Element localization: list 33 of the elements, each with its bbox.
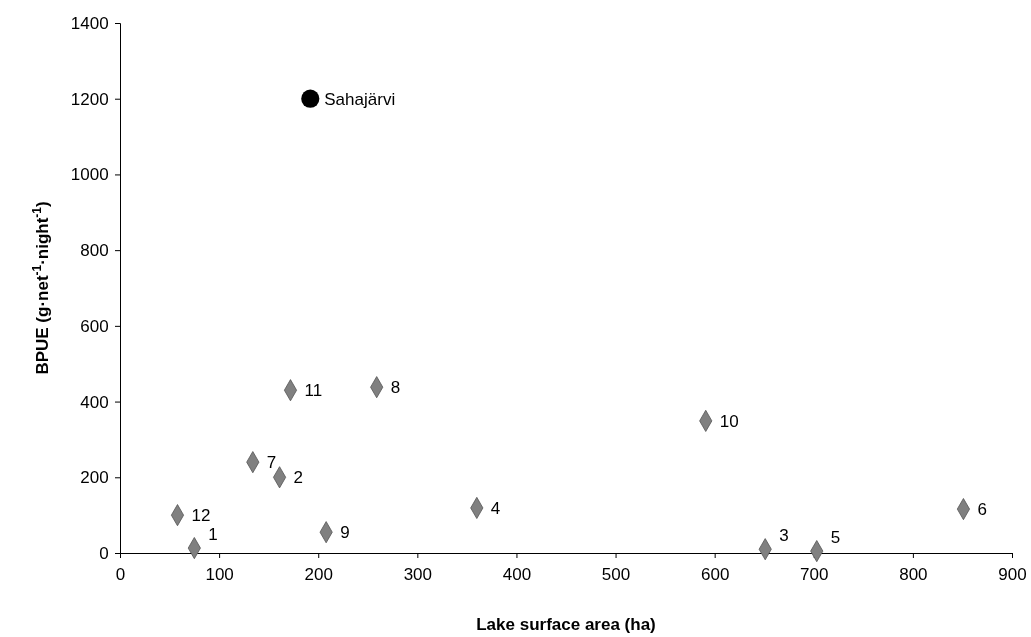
annotation: 11: [304, 381, 323, 401]
annotation: 5: [830, 528, 841, 548]
annotation: 1: [208, 525, 218, 545]
x-tick-label: 400: [502, 564, 532, 584]
y-tick-label: 0: [99, 543, 109, 563]
annotation: 4: [490, 498, 501, 518]
y-tick-label: 400: [80, 392, 109, 412]
x-tick-label: 300: [403, 564, 433, 584]
annotation: 8: [390, 378, 401, 398]
annotation: 2: [293, 468, 304, 488]
x-tick-label: 100: [205, 564, 234, 584]
annotation: 9: [340, 523, 350, 543]
annotation: 12: [191, 506, 211, 526]
x-tick-label: 200: [304, 564, 333, 584]
x-tick-label: 600: [700, 564, 730, 584]
x-tick-label: 700: [800, 564, 829, 584]
annotation: 10: [719, 411, 739, 431]
y-tick-label: 200: [80, 468, 109, 488]
x-tick-label: 800: [899, 564, 928, 584]
x-tick-label: 900: [998, 564, 1027, 584]
y-tick-label: 600: [80, 316, 109, 336]
x-tick-label: 500: [601, 564, 631, 584]
annotation: Sahajärvi: [324, 89, 396, 109]
y-tick-label: 800: [80, 241, 109, 261]
y-tick-label: 1000: [70, 165, 109, 185]
x-tick-label: 0: [115, 564, 126, 584]
annotation: 3: [779, 526, 789, 546]
annotation: 6: [977, 500, 987, 520]
y-tick-label: 1400: [70, 13, 109, 33]
x-axis-title: Lake surface area (ha): [476, 615, 656, 634]
y-tick-label: 1200: [70, 89, 109, 109]
point: [301, 89, 320, 108]
annotation: 7: [266, 453, 277, 473]
